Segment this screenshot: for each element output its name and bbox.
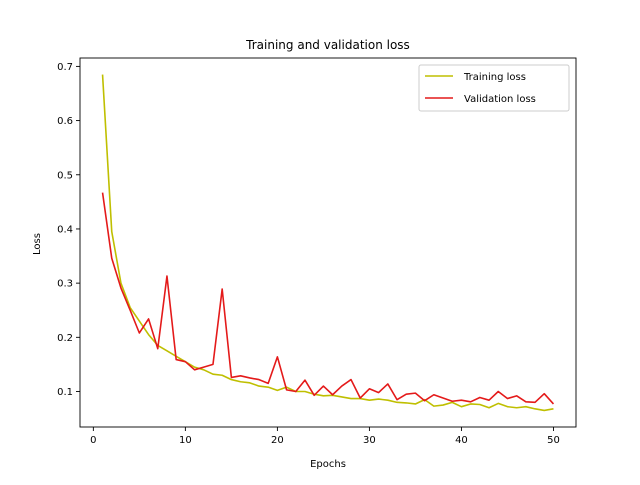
- x-tick-label: 40: [455, 435, 468, 446]
- x-tick-label: 0: [90, 435, 96, 446]
- series-line-validation-loss: [101, 192, 555, 405]
- y-tick-label: 0.2: [57, 333, 73, 344]
- axes: 0 10 20 30 40 50 0.1 0.2 0.3 0.4 0.5 0.6 0.7: [57, 57, 577, 446]
- plot-area: [101, 74, 555, 412]
- chart-title: Training and validation loss: [245, 38, 410, 52]
- x-tick-label: 10: [179, 435, 192, 446]
- legend: Training loss Validation loss: [418, 64, 570, 112]
- legend-box: [418, 64, 570, 112]
- x-tick-label: 50: [547, 435, 560, 446]
- y-axis-label: Loss: [32, 233, 43, 255]
- legend-label: Validation loss: [464, 94, 536, 105]
- y-tick-label: 0.1: [57, 387, 73, 398]
- y-tick-label: 0.4: [57, 224, 73, 235]
- y-tick-label: 0.6: [57, 116, 73, 127]
- series-line-training-loss: [101, 74, 554, 412]
- axes-frame: [79, 57, 577, 428]
- x-tick-label: 30: [363, 435, 376, 446]
- y-tick-label: 0.7: [57, 62, 73, 73]
- y-tick-label: 0.5: [57, 170, 73, 181]
- x-axis-label: Epochs: [310, 459, 346, 470]
- x-tick-label: 20: [271, 435, 284, 446]
- legend-label: Training loss: [463, 72, 526, 83]
- y-tick-label: 0.3: [57, 279, 73, 290]
